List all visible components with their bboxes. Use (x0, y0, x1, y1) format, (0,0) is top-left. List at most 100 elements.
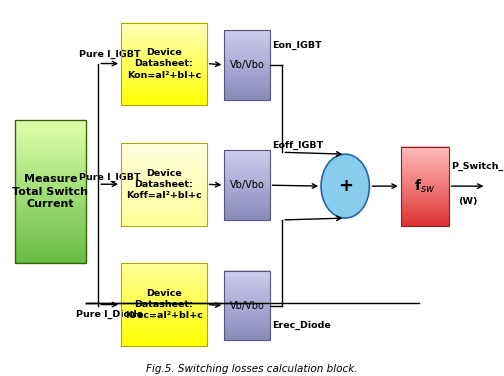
FancyBboxPatch shape (224, 296, 270, 299)
FancyBboxPatch shape (224, 199, 270, 201)
FancyBboxPatch shape (224, 307, 270, 309)
FancyBboxPatch shape (121, 296, 207, 299)
FancyBboxPatch shape (121, 223, 207, 226)
FancyBboxPatch shape (121, 186, 207, 188)
FancyBboxPatch shape (121, 207, 207, 209)
FancyBboxPatch shape (224, 58, 270, 60)
FancyBboxPatch shape (224, 277, 270, 279)
FancyBboxPatch shape (224, 314, 270, 316)
FancyBboxPatch shape (401, 154, 449, 156)
FancyBboxPatch shape (121, 66, 207, 68)
FancyBboxPatch shape (121, 84, 207, 87)
FancyBboxPatch shape (401, 160, 449, 162)
FancyBboxPatch shape (224, 195, 270, 197)
FancyBboxPatch shape (121, 265, 207, 267)
FancyBboxPatch shape (121, 188, 207, 190)
FancyBboxPatch shape (121, 190, 207, 193)
FancyBboxPatch shape (224, 47, 270, 49)
FancyBboxPatch shape (224, 303, 270, 305)
FancyBboxPatch shape (121, 145, 207, 147)
FancyBboxPatch shape (121, 45, 207, 47)
Text: Vb/Vbo: Vb/Vbo (229, 300, 265, 311)
Text: f$_{sw}$: f$_{sw}$ (414, 177, 435, 195)
FancyBboxPatch shape (121, 267, 207, 269)
Text: Fig.5. Switching losses calculation block.: Fig.5. Switching losses calculation bloc… (146, 364, 358, 374)
FancyBboxPatch shape (121, 180, 207, 182)
FancyBboxPatch shape (401, 215, 449, 218)
FancyBboxPatch shape (224, 302, 270, 304)
FancyBboxPatch shape (121, 281, 207, 284)
FancyBboxPatch shape (121, 337, 207, 340)
FancyBboxPatch shape (121, 58, 207, 60)
FancyBboxPatch shape (224, 79, 270, 80)
FancyBboxPatch shape (224, 328, 270, 330)
FancyBboxPatch shape (15, 123, 86, 127)
FancyBboxPatch shape (121, 344, 207, 346)
FancyBboxPatch shape (224, 32, 270, 33)
FancyBboxPatch shape (121, 176, 207, 178)
FancyBboxPatch shape (121, 308, 207, 311)
FancyBboxPatch shape (15, 256, 86, 259)
FancyBboxPatch shape (121, 275, 207, 277)
FancyBboxPatch shape (224, 83, 270, 86)
FancyBboxPatch shape (121, 149, 207, 151)
FancyBboxPatch shape (15, 120, 86, 124)
FancyBboxPatch shape (15, 227, 86, 231)
FancyBboxPatch shape (15, 141, 86, 146)
FancyBboxPatch shape (121, 59, 207, 62)
FancyBboxPatch shape (121, 325, 207, 327)
FancyBboxPatch shape (224, 82, 270, 84)
FancyBboxPatch shape (121, 323, 207, 325)
FancyBboxPatch shape (15, 149, 86, 153)
FancyBboxPatch shape (121, 167, 207, 170)
FancyBboxPatch shape (15, 170, 86, 174)
FancyBboxPatch shape (224, 96, 270, 98)
FancyBboxPatch shape (121, 312, 207, 315)
FancyBboxPatch shape (121, 64, 207, 66)
FancyBboxPatch shape (15, 188, 86, 192)
FancyBboxPatch shape (121, 329, 207, 332)
FancyBboxPatch shape (121, 174, 207, 176)
FancyBboxPatch shape (15, 163, 86, 167)
FancyBboxPatch shape (224, 164, 270, 166)
FancyBboxPatch shape (401, 184, 449, 186)
Text: Vb/Vbo: Vb/Vbo (229, 60, 265, 70)
FancyBboxPatch shape (121, 95, 207, 97)
FancyBboxPatch shape (121, 51, 207, 54)
FancyBboxPatch shape (224, 161, 270, 162)
FancyBboxPatch shape (401, 150, 449, 153)
FancyBboxPatch shape (401, 158, 449, 161)
Text: Pure I_IGBT: Pure I_IGBT (79, 173, 141, 182)
FancyBboxPatch shape (224, 333, 270, 335)
FancyBboxPatch shape (121, 317, 207, 319)
FancyBboxPatch shape (224, 77, 270, 79)
Text: Erec_Diode: Erec_Diode (272, 320, 331, 330)
FancyBboxPatch shape (224, 30, 270, 32)
Text: Measure
Total Switch
Current: Measure Total Switch Current (13, 174, 88, 209)
FancyBboxPatch shape (224, 178, 270, 180)
FancyBboxPatch shape (15, 152, 86, 156)
Text: Pure I_Diode: Pure I_Diode (76, 310, 143, 319)
FancyBboxPatch shape (401, 168, 449, 170)
FancyBboxPatch shape (224, 89, 270, 91)
FancyBboxPatch shape (15, 213, 86, 217)
FancyBboxPatch shape (15, 230, 86, 235)
FancyBboxPatch shape (224, 167, 270, 170)
Text: Device
Datasheet:
Kon=aI²+bI+c: Device Datasheet: Kon=aI²+bI+c (127, 49, 201, 79)
FancyBboxPatch shape (224, 38, 270, 41)
FancyBboxPatch shape (224, 92, 270, 94)
FancyBboxPatch shape (15, 202, 86, 206)
FancyBboxPatch shape (224, 155, 270, 157)
Ellipse shape (321, 154, 369, 218)
FancyBboxPatch shape (224, 73, 270, 75)
FancyBboxPatch shape (15, 259, 86, 263)
FancyBboxPatch shape (401, 172, 449, 174)
FancyBboxPatch shape (15, 238, 86, 242)
FancyBboxPatch shape (121, 171, 207, 174)
FancyBboxPatch shape (224, 71, 270, 74)
FancyBboxPatch shape (224, 35, 270, 37)
FancyBboxPatch shape (224, 188, 270, 190)
FancyBboxPatch shape (121, 91, 207, 93)
FancyBboxPatch shape (121, 103, 207, 105)
FancyBboxPatch shape (121, 263, 207, 265)
